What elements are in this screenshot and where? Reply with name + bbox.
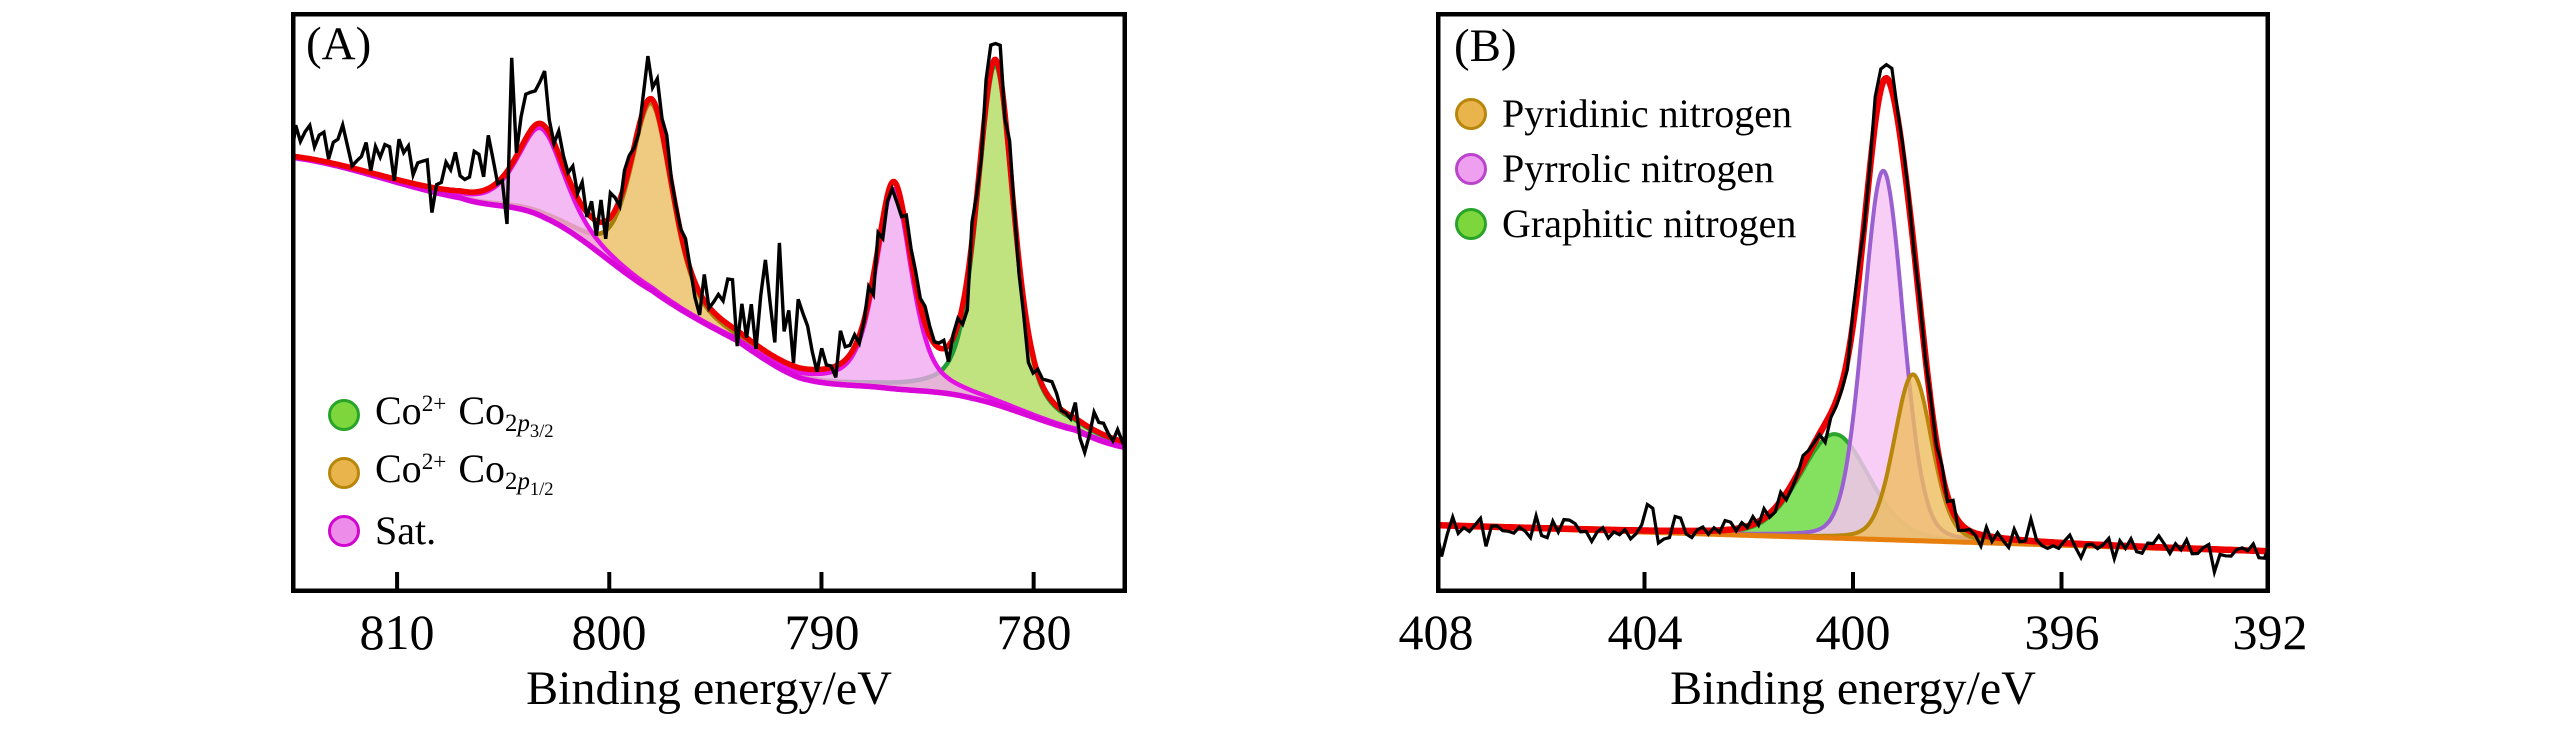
- x-tick-label: 396: [2024, 604, 2100, 660]
- x-tick-label: 404: [1607, 604, 1683, 660]
- green-circle-icon: [1455, 208, 1487, 240]
- raw-data-curve: [1436, 62, 2270, 579]
- panel-b-spectrum-plot: [1436, 12, 2270, 593]
- panel-b-legend: Pyridinic nitrogen Pyrrolic nitrogen Gra…: [1455, 92, 1796, 257]
- magenta-circle-icon: [328, 515, 360, 547]
- pink-circle-icon: [1455, 153, 1487, 185]
- panel-a-legend: Co2+ Co2p3/2 Co2+ Co2p1/2 Sat.: [328, 388, 554, 566]
- legend-item-co2p32: Co2+ Co2p3/2: [328, 388, 554, 442]
- legend-item-pyrrolic: Pyrrolic nitrogen: [1455, 147, 1796, 191]
- legend-item-satellite: Sat.: [328, 508, 554, 554]
- green-circle-icon: [328, 399, 360, 431]
- x-tick-label: 392: [2232, 604, 2308, 660]
- plot-frame: [1436, 12, 2270, 593]
- plot-area: [291, 41, 1127, 459]
- legend-label-pyrrolic: Pyrrolic nitrogen: [1502, 146, 1775, 191]
- legend-label-co2p32: Co2+ Co2p3/2: [375, 388, 554, 442]
- legend-label-graphitic: Graphitic nitrogen: [1502, 201, 1797, 246]
- plot-area: [1436, 62, 2270, 579]
- legend-label-pyridinic: Pyridinic nitrogen: [1502, 91, 1792, 136]
- x-tick-label: 810: [359, 604, 435, 660]
- x-tick-label: 408: [1398, 604, 1474, 660]
- legend-item-co2p12: Co2+ Co2p1/2: [328, 446, 554, 500]
- x-tick-label: 800: [571, 604, 647, 660]
- legend-label-satellite: Sat.: [375, 508, 437, 553]
- panel-a-x-axis-title: Binding energy/eV: [526, 662, 892, 715]
- legend-label-co2p12: Co2+ Co2p1/2: [375, 446, 554, 500]
- x-tick-label: 400: [1815, 604, 1891, 660]
- x-tick-label: 790: [784, 604, 860, 660]
- plot-frame: [291, 12, 1127, 593]
- orange-circle-icon: [328, 457, 360, 489]
- panel-a-spectrum-plot: [291, 12, 1127, 593]
- orange-circle-icon: [1455, 98, 1487, 130]
- component-area-1: [1436, 170, 2270, 552]
- raw-data-curve: [291, 41, 1127, 459]
- panel-a-label: (A): [306, 18, 372, 70]
- component-area-0: [291, 64, 1127, 448]
- legend-item-pyridinic: Pyridinic nitrogen: [1455, 92, 1796, 136]
- panel-b-label: (B): [1454, 20, 1517, 72]
- component-area-3: [291, 157, 1127, 448]
- x-tick-label: 780: [996, 604, 1072, 660]
- panel-b-x-axis-title: Binding energy/eV: [1670, 662, 2036, 715]
- legend-item-graphitic: Graphitic nitrogen: [1455, 202, 1796, 246]
